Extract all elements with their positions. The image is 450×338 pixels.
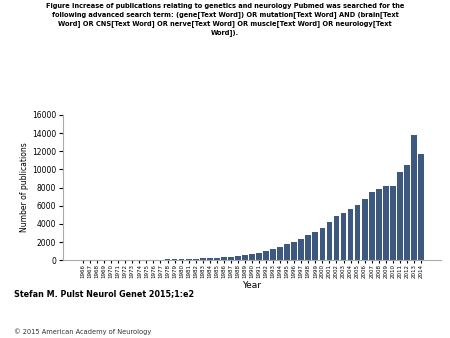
Bar xyxy=(165,259,171,260)
Bar xyxy=(235,256,241,260)
Bar xyxy=(369,192,374,260)
Bar xyxy=(172,259,177,260)
Bar xyxy=(256,252,262,260)
Y-axis label: Number of publications: Number of publications xyxy=(20,143,29,233)
Bar xyxy=(221,257,227,260)
Bar xyxy=(397,172,403,260)
Bar xyxy=(207,258,213,260)
Bar xyxy=(404,165,410,260)
Bar xyxy=(284,244,290,260)
Bar xyxy=(214,258,220,260)
Bar xyxy=(193,259,198,260)
Bar xyxy=(200,258,206,260)
Bar xyxy=(263,251,269,260)
Bar xyxy=(298,239,304,260)
Bar xyxy=(376,189,382,260)
Bar xyxy=(320,227,325,260)
Bar xyxy=(411,135,417,260)
Bar xyxy=(327,222,332,260)
Bar xyxy=(312,232,318,260)
Text: Stefan M. Pulst Neurol Genet 2015;1:e2: Stefan M. Pulst Neurol Genet 2015;1:e2 xyxy=(14,289,194,298)
Bar xyxy=(333,216,339,260)
Bar xyxy=(186,259,192,260)
Bar xyxy=(355,205,360,260)
Bar xyxy=(306,235,311,260)
Bar xyxy=(270,249,276,260)
Bar xyxy=(348,209,353,260)
Bar xyxy=(179,259,184,260)
X-axis label: Year: Year xyxy=(243,281,261,290)
Bar xyxy=(383,186,389,260)
Bar xyxy=(228,257,234,260)
Bar xyxy=(341,213,346,260)
Bar xyxy=(249,254,255,260)
Bar xyxy=(362,199,368,260)
Text: © 2015 American Academy of Neurology: © 2015 American Academy of Neurology xyxy=(14,328,151,335)
Bar xyxy=(418,153,424,260)
Bar xyxy=(242,255,248,260)
Bar xyxy=(390,186,396,260)
Bar xyxy=(291,242,297,260)
Bar xyxy=(277,247,283,260)
Text: Figure Increase of publications relating to genetics and neurology Pubmed was se: Figure Increase of publications relating… xyxy=(46,3,404,36)
